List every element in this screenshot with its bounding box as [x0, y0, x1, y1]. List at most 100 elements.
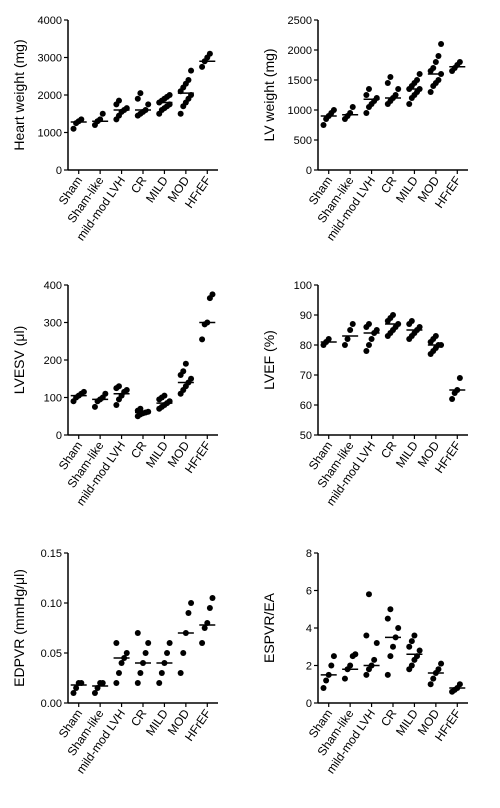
data-point	[365, 342, 372, 348]
data-point	[328, 662, 335, 669]
data-point	[123, 387, 130, 393]
y-tick-label: 0	[56, 430, 62, 442]
y-axis-label: EDPVR (mmHg/μl)	[11, 569, 27, 687]
data-point	[411, 632, 418, 639]
data-point	[363, 92, 370, 98]
data-point	[373, 640, 380, 646]
y-tick-label: 0.15	[41, 548, 62, 560]
data-point	[352, 651, 359, 658]
y-tick-label: 0.05	[41, 648, 62, 660]
data-point	[166, 640, 173, 646]
data-point	[416, 647, 423, 654]
data-point	[371, 656, 378, 663]
y-tick-label: 0.00	[41, 698, 62, 710]
data-point	[134, 680, 141, 686]
data-point	[91, 690, 98, 696]
data-point	[180, 368, 187, 375]
data-point	[347, 662, 354, 669]
data-point	[365, 321, 372, 327]
data-point	[406, 101, 413, 107]
data-point	[161, 392, 168, 399]
y-tick-label: 90	[300, 310, 312, 322]
x-tick-label: MILD	[143, 706, 171, 738]
data-point	[73, 685, 80, 691]
y-tick-label: 50	[300, 430, 312, 442]
data-point	[188, 67, 195, 74]
y-tick-label: 300	[44, 318, 62, 330]
data-point	[438, 41, 445, 47]
data-point	[137, 670, 144, 676]
data-point	[123, 650, 130, 656]
data-point	[349, 321, 356, 327]
y-axis-label: ESPVR/EA	[261, 592, 277, 663]
data-point	[347, 327, 354, 333]
data-point	[113, 402, 120, 408]
data-point	[395, 625, 402, 631]
data-point	[137, 90, 144, 97]
data-point	[206, 605, 213, 611]
y-tick-label: 0.10	[41, 598, 62, 610]
y-axis-label: LVEF (%)	[261, 330, 277, 390]
data-point	[188, 600, 195, 606]
data-point	[325, 336, 332, 342]
data-point	[134, 630, 141, 636]
y-tick-label: 3000	[38, 53, 62, 65]
data-point	[320, 122, 327, 128]
y-axis-label: Heart weight (mg)	[11, 39, 27, 150]
y-tick-label: 2000	[288, 45, 312, 57]
data-point	[206, 50, 213, 57]
data-point	[156, 680, 163, 686]
data-point	[384, 671, 391, 678]
x-tick-label: MILD	[143, 173, 171, 205]
data-point	[115, 670, 122, 676]
y-tick-label: 200	[44, 355, 62, 367]
y-tick-label: 2	[306, 661, 312, 673]
data-point	[199, 336, 206, 343]
data-point	[414, 77, 421, 83]
data-point	[330, 107, 337, 113]
data-point	[363, 632, 370, 639]
x-tick-label: MILD	[143, 438, 171, 470]
y-tick-label: 6	[306, 586, 312, 598]
data-point	[323, 677, 330, 684]
data-point	[145, 101, 152, 108]
data-point	[137, 405, 144, 412]
data-point	[177, 110, 184, 117]
data-point	[99, 110, 106, 117]
y-tick-label: 1000	[288, 105, 312, 117]
data-point	[78, 116, 85, 123]
y-tick-label: 80	[300, 340, 312, 352]
data-point	[158, 670, 165, 676]
y-tick-label: 8	[306, 548, 312, 560]
data-point	[363, 110, 370, 116]
data-point	[365, 86, 372, 92]
y-tick-label: 0	[306, 165, 312, 177]
y-axis-label: LVESV (μl)	[11, 326, 27, 395]
y-tick-label: 100	[294, 280, 312, 292]
data-point	[435, 77, 442, 83]
data-point	[91, 403, 98, 410]
data-point	[408, 662, 415, 669]
data-point	[363, 671, 370, 678]
data-point	[427, 89, 434, 95]
data-point	[438, 660, 445, 667]
y-tick-label: 400	[44, 280, 62, 292]
data-point	[408, 318, 415, 324]
y-tick-label: 0	[306, 698, 312, 710]
data-point	[134, 95, 141, 102]
data-point	[456, 375, 463, 381]
y-tick-label: 2500	[288, 15, 312, 27]
data-point	[392, 92, 399, 98]
data-point	[142, 650, 149, 656]
data-point	[199, 640, 206, 646]
data-point	[166, 92, 173, 98]
data-point	[164, 650, 171, 656]
data-point	[145, 640, 152, 646]
y-axis-label: LV weight (mg)	[261, 48, 277, 141]
y-tick-label: 60	[300, 400, 312, 412]
data-point	[435, 666, 442, 673]
data-point	[387, 653, 394, 660]
data-point	[209, 291, 216, 298]
